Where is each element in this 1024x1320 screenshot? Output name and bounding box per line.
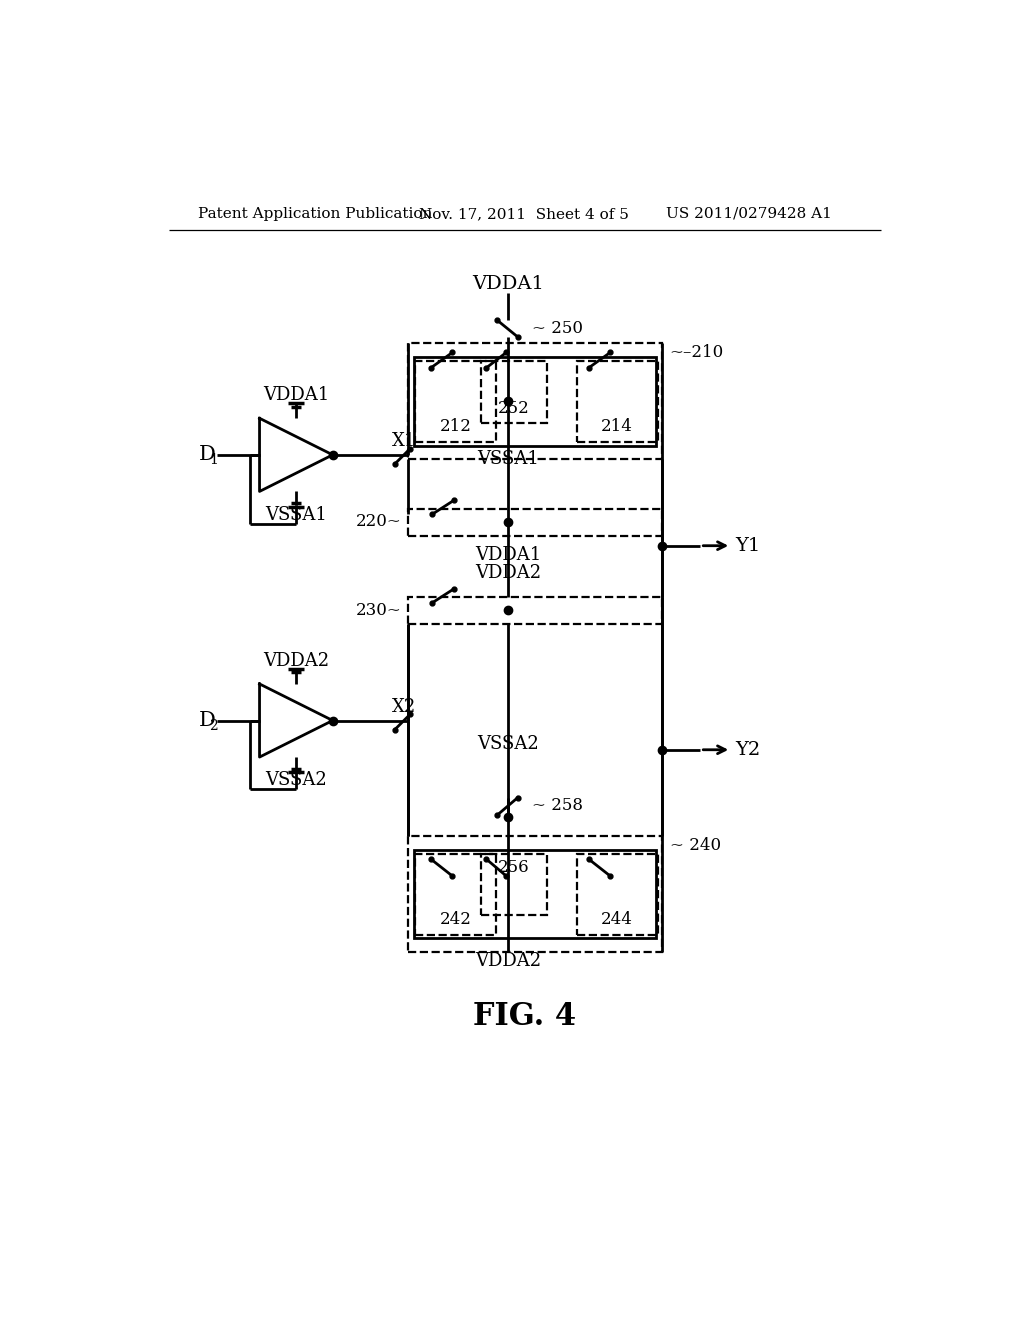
Bar [408, 836, 662, 952]
Text: ~ 258: ~ 258 [531, 797, 583, 814]
Bar [408, 508, 662, 536]
Text: X1: X1 [392, 432, 417, 450]
Text: D: D [199, 445, 215, 465]
Text: VDDA2: VDDA2 [263, 652, 329, 669]
Text: US 2011/0279428 A1: US 2011/0279428 A1 [666, 207, 831, 220]
Text: VSSA1: VSSA1 [477, 450, 539, 469]
Text: X2: X2 [392, 698, 417, 715]
Text: ~–210: ~–210 [670, 345, 724, 360]
Text: D: D [199, 711, 215, 730]
Text: 220~: 220~ [355, 513, 401, 531]
Text: Y2: Y2 [735, 741, 760, 759]
Text: VSSA2: VSSA2 [265, 771, 327, 789]
Text: VDDA2: VDDA2 [475, 564, 541, 582]
Bar [481, 360, 547, 422]
Text: Patent Application Publication: Patent Application Publication [198, 207, 432, 220]
Text: 256: 256 [499, 859, 529, 876]
Text: Nov. 17, 2011  Sheet 4 of 5: Nov. 17, 2011 Sheet 4 of 5 [419, 207, 629, 220]
Text: 214: 214 [601, 418, 633, 434]
Bar [414, 850, 655, 939]
Text: VDDA2: VDDA2 [475, 952, 541, 970]
Bar [416, 854, 497, 935]
Bar [408, 343, 662, 459]
Text: ~ 240: ~ 240 [670, 837, 721, 854]
Bar [414, 358, 655, 446]
Bar [408, 597, 662, 624]
Text: 212: 212 [439, 418, 471, 434]
Bar [578, 360, 658, 442]
Bar [481, 854, 547, 915]
Text: 242: 242 [439, 911, 471, 928]
Text: VDDA1: VDDA1 [263, 387, 330, 404]
Text: 252: 252 [498, 400, 529, 417]
Text: 230~: 230~ [355, 602, 401, 619]
Text: 244: 244 [601, 911, 633, 928]
Bar [578, 854, 658, 935]
Text: ~ 250: ~ 250 [531, 319, 583, 337]
Bar [416, 360, 497, 442]
Text: 1: 1 [209, 453, 218, 467]
Text: VSSA1: VSSA1 [265, 506, 327, 524]
Text: Y1: Y1 [735, 537, 760, 554]
Text: FIG. 4: FIG. 4 [473, 1002, 577, 1032]
Text: VSSA2: VSSA2 [477, 735, 539, 752]
Text: VDDA1: VDDA1 [472, 275, 544, 293]
Text: VDDA1: VDDA1 [475, 546, 541, 564]
Text: 2: 2 [209, 719, 218, 733]
